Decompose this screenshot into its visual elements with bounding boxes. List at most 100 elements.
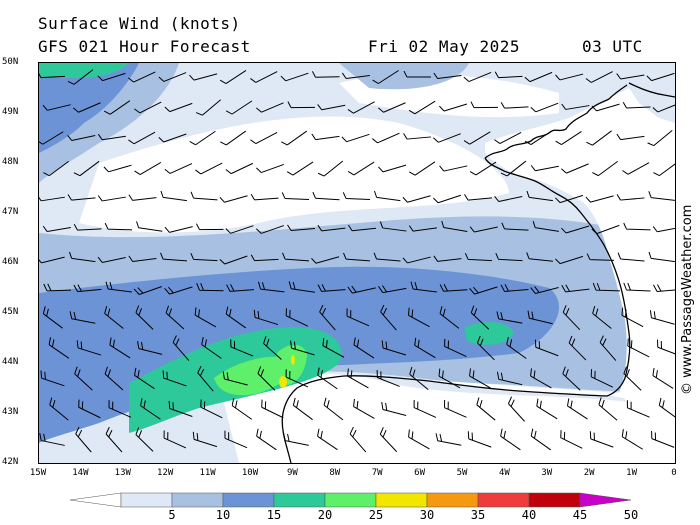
wind-barb (292, 397, 313, 421)
wind-barb (105, 426, 123, 453)
wind-barb (402, 195, 431, 203)
barb-stroke (378, 102, 406, 113)
wind-barb (162, 370, 187, 387)
wind-barb (317, 224, 346, 232)
wind-barb (403, 70, 432, 78)
barb-stroke (219, 195, 248, 203)
wind-barb (281, 192, 310, 200)
barb-stroke (347, 285, 376, 294)
wind-barb (477, 335, 495, 361)
barb-stroke (73, 224, 102, 231)
barb-stroke (220, 130, 247, 146)
barb-stroke (39, 71, 66, 79)
barb-stroke (347, 101, 375, 114)
wind-barb (49, 397, 69, 421)
wind-barb (219, 255, 248, 265)
wind-barb (622, 101, 651, 109)
wind-barb (39, 195, 65, 202)
barb-stroke (285, 369, 309, 388)
wind-barb (105, 281, 132, 293)
wind-barb (39, 131, 64, 145)
barb-stroke (189, 130, 216, 146)
barb-stroke (599, 335, 617, 361)
wind-barb (342, 192, 371, 201)
barb-stroke (222, 371, 248, 386)
barb-stroke (378, 285, 407, 294)
wind-barb (253, 309, 279, 326)
wind-barb (623, 282, 651, 292)
wind-barb (494, 71, 523, 79)
legend-swatch (222, 492, 275, 508)
barb-stroke (140, 398, 161, 420)
barb-stroke (376, 369, 400, 387)
wind-barb (261, 399, 284, 419)
barb-stroke (250, 254, 279, 262)
barb-stroke (616, 73, 645, 80)
barb-stroke (651, 431, 675, 448)
wind-barb (40, 370, 65, 387)
barb-stroke (201, 337, 222, 359)
barb-stroke (73, 284, 102, 293)
wind-barb (403, 133, 431, 140)
barb-stroke (621, 307, 644, 328)
wind-barb (500, 102, 529, 109)
barb-stroke (256, 225, 285, 234)
wind-barb (524, 131, 552, 145)
barb-stroke (526, 252, 553, 262)
barb-stroke (287, 224, 315, 232)
legend-swatch (120, 492, 173, 508)
wind-barb (219, 195, 248, 203)
wind-barb (590, 369, 614, 388)
barb-stroke (195, 99, 222, 116)
lat-label: 46N (2, 257, 19, 267)
wind-barb (341, 72, 370, 79)
barb-stroke (526, 190, 553, 202)
lat-label: 48N (2, 157, 19, 167)
wind-barb (160, 190, 187, 202)
legend-colorbar (69, 492, 632, 508)
barb-stroke (164, 163, 193, 174)
wind-barb (67, 194, 96, 201)
barb-stroke (165, 305, 185, 330)
wind-barb (256, 428, 277, 451)
barb-stroke (647, 130, 673, 147)
wind-barb (172, 335, 190, 361)
legend-label: 5 (168, 508, 176, 522)
wind-barb (439, 306, 460, 329)
wind-barb (617, 252, 645, 262)
barb-stroke (536, 398, 558, 420)
barb-stroke (501, 222, 529, 231)
wind-barb (317, 284, 346, 292)
wind-barb (616, 133, 645, 141)
barb-stroke (192, 431, 218, 448)
lon-label: 12W (157, 468, 174, 478)
barb-stroke (225, 306, 247, 329)
wind-barb (653, 161, 675, 177)
wind-barb (381, 340, 407, 356)
barb-stroke (626, 400, 650, 418)
barb-stroke (39, 131, 64, 145)
barb-stroke (433, 133, 461, 143)
map-title: Surface Wind (knots) (38, 14, 241, 33)
wind-barb (133, 286, 162, 295)
barb-stroke (586, 253, 615, 261)
wind-barb (501, 222, 529, 231)
wind-barb (317, 160, 344, 177)
barb-stroke (346, 308, 370, 327)
wind-barb (561, 225, 590, 234)
wind-barb (195, 162, 223, 175)
wind-barb (347, 161, 375, 176)
wind-barb (494, 131, 522, 145)
barb-stroke (287, 101, 316, 109)
barb-stroke (200, 399, 223, 419)
wind-barb (536, 398, 558, 420)
barb-stroke (435, 433, 462, 446)
wind-barb (592, 282, 621, 292)
barb-stroke (39, 195, 65, 202)
wind-barb (413, 399, 437, 418)
barb-stroke (42, 306, 63, 329)
barb-stroke (476, 397, 496, 421)
barb-stroke (464, 252, 493, 262)
wind-barb (616, 73, 645, 80)
wind-barb (348, 224, 376, 232)
